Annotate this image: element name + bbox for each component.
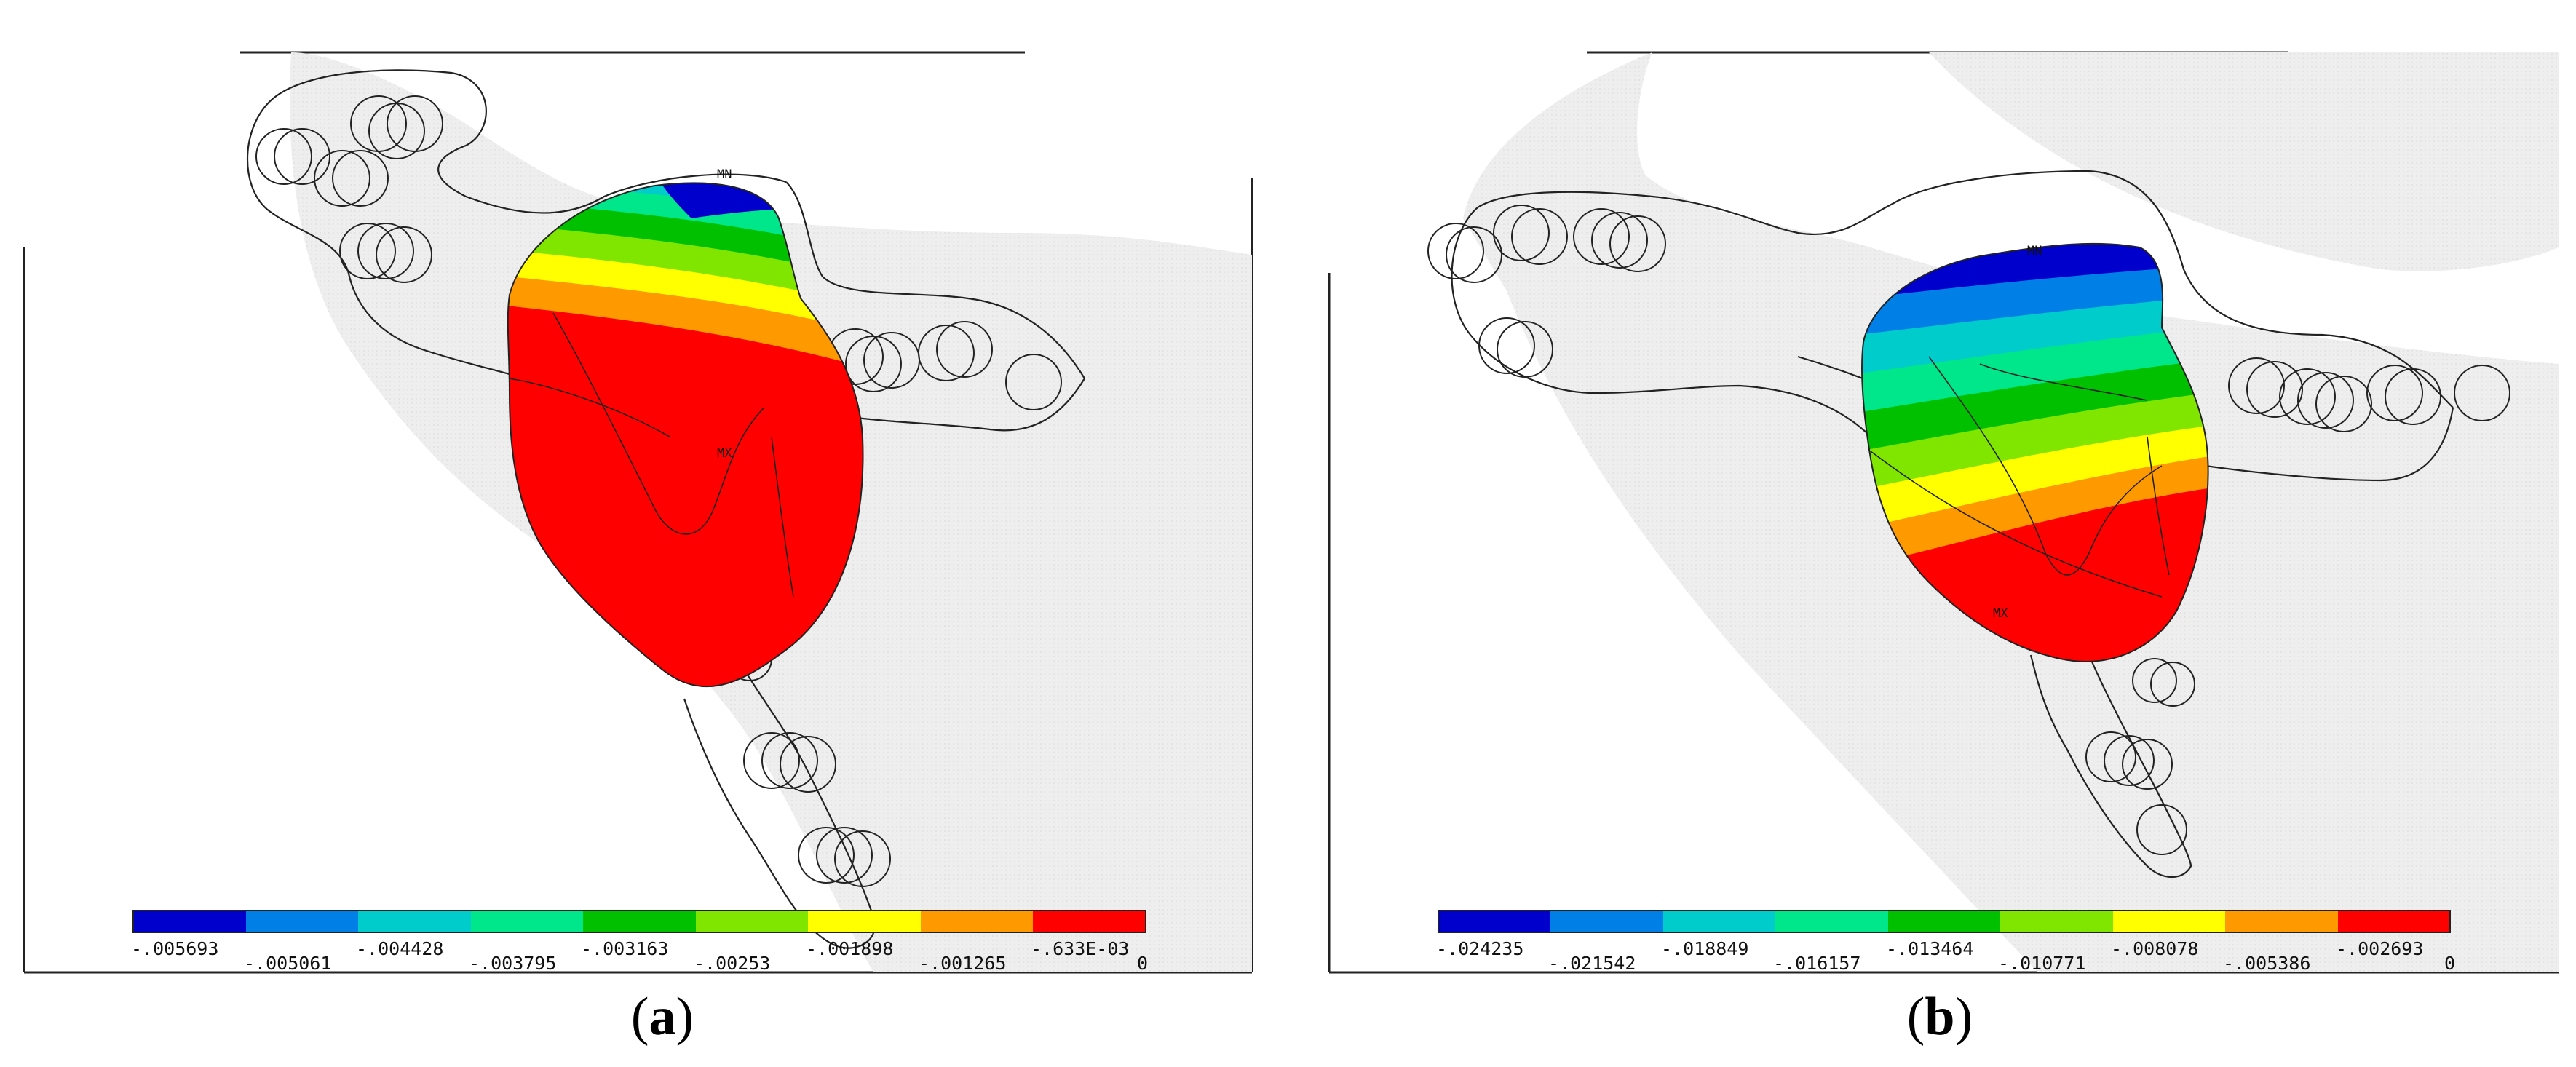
- max-marker: MX: [717, 446, 732, 461]
- colorbar-swatch-9: [1033, 911, 1146, 932]
- colorbar-label-3: -.004428: [356, 938, 443, 959]
- caption-a: (a): [630, 987, 694, 1047]
- panel-b: MN MX -.024235 -.021542 -.018849 -.01615…: [1288, 0, 2576, 1067]
- min-marker: MN: [2027, 244, 2042, 258]
- colorbar-label-10: 0: [2444, 953, 2455, 974]
- colorbar-swatch-7: [2113, 911, 2225, 932]
- panel-a: MN MX -.005693 -.005061 -.004428 -.00379…: [23, 51, 1253, 1047]
- band-1: [641, 183, 863, 218]
- caption-a-letter: a: [649, 987, 676, 1047]
- colorbar-label-9: -.633E-03: [1031, 938, 1129, 959]
- colorbar-label-8: -.005386: [2223, 953, 2310, 974]
- screw-holes: [255, 95, 1062, 887]
- colorbar-label-10: 0: [1137, 953, 1148, 974]
- colorbar-label-3: -.018849: [1661, 938, 1748, 959]
- colorbar-label-9: -.002693: [2336, 938, 2423, 959]
- contour-outline: [1861, 242, 2209, 662]
- colorbar-label-6: -.00253: [694, 953, 770, 974]
- colorbar: -.005693 -.005061 -.004428 -.003795 -.00…: [131, 910, 1148, 974]
- colorbar-swatch-5: [583, 911, 696, 932]
- colorbar-label-2: -.005061: [244, 953, 331, 974]
- colorbar-swatch-3: [1663, 911, 1775, 932]
- panel-b-plot: MN MX -.024235 -.021542 -.018849 -.01615…: [1328, 51, 2559, 974]
- colorbar-swatch-6: [696, 911, 808, 932]
- contour-outline: [507, 182, 864, 688]
- panel-a-plot: MN MX -.005693 -.005061 -.004428 -.00379…: [23, 51, 1253, 974]
- colorbar-swatch-1: [133, 911, 246, 932]
- colorbar-swatch-4: [471, 911, 583, 932]
- colorbar-label-6: -.010771: [1998, 953, 2085, 974]
- colorbar-label-5: -.013464: [1886, 938, 1973, 959]
- colorbar-label-7: -.001898: [806, 938, 893, 959]
- caption-b: (b): [1906, 987, 1973, 1047]
- band-1: [1862, 243, 2208, 306]
- colorbar-label-7: -.008078: [2111, 938, 2198, 959]
- colorbar-label-1: -.005693: [131, 938, 218, 959]
- min-marker: MN: [717, 167, 732, 182]
- colorbar-label-1: -.024235: [1436, 938, 1523, 959]
- colorbar-label-8: -.001265: [919, 953, 1006, 974]
- colorbar-swatch-2: [246, 911, 358, 932]
- colorbar-swatch-6: [2000, 911, 2113, 932]
- colorbar-swatch-1: [1438, 911, 1550, 932]
- screw-holes: [1427, 205, 2510, 855]
- colorbar-swatch-8: [921, 911, 1033, 932]
- colorbar-label-4: -.016157: [1773, 953, 1860, 974]
- colorbar-label-5: -.003163: [581, 938, 668, 959]
- caption-b-letter: b: [1925, 987, 1955, 1047]
- colorbar-label-4: -.003795: [469, 953, 556, 974]
- max-marker: MX: [1993, 606, 2008, 621]
- colorbar-swatch-3: [358, 911, 471, 932]
- colorbar-swatch-5: [1888, 911, 2000, 932]
- colorbar-swatch-7: [808, 911, 921, 932]
- colorbar: -.024235 -.021542 -.018849 -.016157 -.01…: [1436, 910, 2455, 974]
- colorbar-swatch-9: [2338, 911, 2450, 932]
- colorbar-swatch-4: [1775, 911, 1888, 932]
- colorbar-swatch-2: [1550, 911, 1663, 932]
- colorbar-label-2: -.021542: [1548, 953, 1636, 974]
- colorbar-swatch-8: [2225, 911, 2338, 932]
